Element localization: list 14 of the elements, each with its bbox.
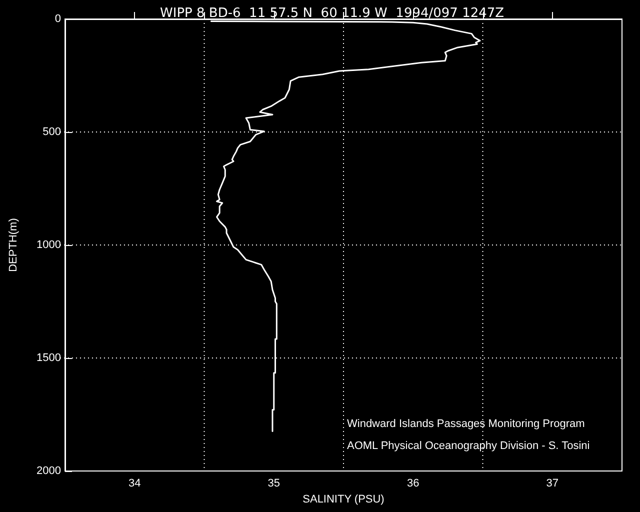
chart-title: WIPP 8 BD-6 11 57.5 N 60 11.9 W 1994/097 1247Z	[160, 6, 504, 21]
y-axis-title: DEPTH(m)	[8, 218, 20, 272]
y-tick-label: 1000	[36, 239, 61, 251]
y-tick-label: 500	[42, 126, 61, 138]
y-tick-label: 1500	[36, 352, 61, 364]
annotation: AOML Physical Oceanography Division - S. Tosini	[347, 440, 590, 452]
x-tick-label: 34	[128, 478, 141, 490]
y-tick-label: 2000	[36, 465, 61, 477]
annotation: Windward Islands Passages Monitoring Program	[347, 418, 585, 430]
x-tick-label: 35	[268, 478, 280, 490]
x-tick-label: 37	[546, 478, 558, 490]
x-tick-label: 36	[407, 478, 420, 490]
x-axis-title: SALINITY (PSU)	[302, 493, 384, 506]
y-tick-label: 0	[54, 13, 61, 25]
